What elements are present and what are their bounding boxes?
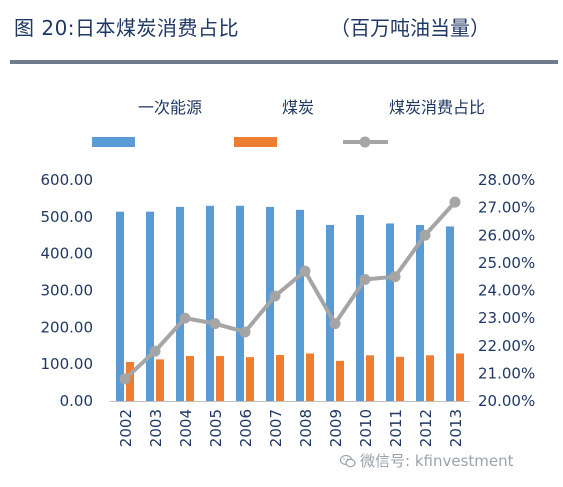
bar-primary-energy [446,226,454,401]
bar-coal [426,355,434,401]
bar-primary-energy [116,211,124,401]
point-coal-share [299,265,311,277]
point-coal-share [239,326,251,338]
legend-coal-share-marker [359,136,371,148]
y-left-tick-label: 0.00 [60,392,93,410]
bar-primary-energy [146,211,154,401]
bar-primary-energy [206,205,214,401]
point-coal-share [419,229,431,241]
point-coal-share [449,196,461,208]
bar-coal [276,354,284,401]
y-right-tick-label: 28.00% [478,171,535,189]
bar-primary-energy [236,205,244,401]
y-right-tick-label: 24.00% [478,282,535,300]
y-left-tick-label: 200.00 [41,318,94,336]
chart-title: 图 20:日本煤炭消费占比 [14,16,240,40]
y-right-tick-label: 20.00% [478,392,535,410]
point-coal-share [149,345,161,357]
bar-coal [156,359,164,401]
bar-coal [306,353,314,401]
x-tick-label: 2006 [237,409,255,447]
y-right-tick-label: 27.00% [478,199,535,217]
x-tick-label: 2012 [417,409,435,447]
y-right-tick-label: 26.00% [478,226,535,244]
bar-coal [366,355,374,401]
y-left-tick-label: 100.00 [41,355,94,373]
y-left-tick-label: 300.00 [41,282,94,300]
bar-coal [396,356,404,401]
x-tick-label: 2013 [447,409,465,447]
bar-coal [216,356,224,401]
watermark-text: 微信号: kfinvestment [360,452,514,470]
y-left-tick-label: 500.00 [41,208,94,226]
bar-primary-energy [416,224,424,401]
y-right-tick-label: 25.00% [478,254,535,272]
bar-coal [336,360,344,401]
wechat-icon [339,452,356,470]
legend-primary-energy-label: 一次能源 [138,98,202,117]
point-coal-share [359,273,371,285]
legend-coal-swatch [234,137,277,147]
x-tick-label: 2011 [387,409,405,447]
bar-primary-energy [386,223,394,401]
bar-primary-energy [176,206,184,401]
bar-coal [186,356,194,401]
point-coal-share [329,318,341,330]
y-left-tick-label: 600.00 [41,171,94,189]
x-tick-label: 2009 [327,409,345,447]
point-coal-share [389,271,401,283]
x-tick-label: 2002 [117,409,135,447]
point-coal-share [269,290,281,302]
y-right-tick-label: 23.00% [478,309,535,327]
point-coal-share [119,373,131,385]
legend-coal-label: 煤炭 [282,98,314,117]
y-right-tick-label: 22.00% [478,337,535,355]
bar-primary-energy [356,214,364,401]
bar-primary-energy [296,209,304,401]
x-tick-label: 2008 [297,409,315,447]
bar-coal [246,357,254,401]
y-right-tick-label: 21.00% [478,364,535,382]
x-tick-label: 2005 [207,409,225,447]
title-divider [10,60,558,64]
y-left-tick-label: 400.00 [41,245,94,263]
legend-coal-share-label: 煤炭消费占比 [389,98,485,117]
point-coal-share [209,318,221,330]
point-coal-share [179,312,191,324]
bar-coal [456,353,464,401]
x-tick-label: 2007 [267,409,285,447]
x-tick-label: 2003 [147,409,165,447]
watermark: 微信号: kfinvestment [339,450,514,471]
series-line-coal-share [123,200,457,381]
legend-primary-energy-swatch [92,137,135,147]
chart-unit: （百万吨油当量） [330,16,490,40]
bar-coal [126,361,134,401]
x-tick-label: 2010 [357,409,375,447]
x-tick-label: 2004 [177,409,195,447]
